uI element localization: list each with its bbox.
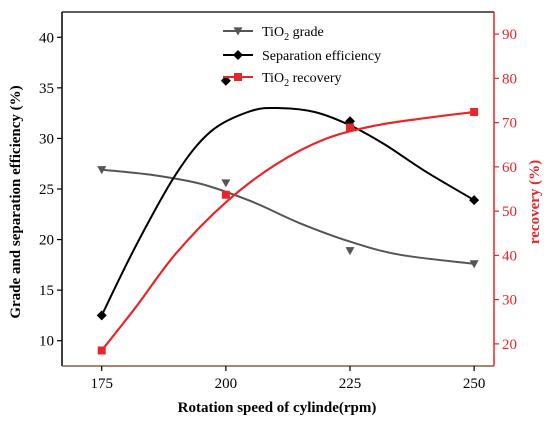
separation-efficiency-data-point <box>96 310 107 321</box>
legend-grade-marker <box>233 27 243 36</box>
legend-separation-efficiency-label: Separation efficiency <box>262 49 381 64</box>
recovery-data-point <box>97 346 106 355</box>
x-tick-label: 175 <box>90 376 113 392</box>
left-tick-label: 15 <box>39 283 54 299</box>
left-tick-label: 30 <box>39 131 54 147</box>
legend-grade-label: TiO2 grade <box>262 25 324 43</box>
right-axis-title: recovery (%) <box>527 160 543 244</box>
x-tick-label: 225 <box>339 376 362 392</box>
recovery-data-point <box>470 108 479 117</box>
grade-data-point <box>221 179 231 188</box>
left-axis-title: Grade and separation efficiency (%) <box>8 85 24 318</box>
legend-separation-efficiency-marker <box>233 50 243 60</box>
grade-data-point <box>469 260 479 269</box>
right-tick-label: 70 <box>502 116 517 132</box>
right-tick-label: 80 <box>502 71 517 87</box>
separation-efficiency-fit-curve <box>100 106 475 316</box>
right-tick-label: 90 <box>502 27 517 43</box>
grade-data-point <box>97 166 107 175</box>
left-tick-label: 10 <box>39 334 54 350</box>
grade-data-point <box>345 247 355 256</box>
x-tick-label: 250 <box>463 376 486 392</box>
recovery-fit-curve <box>100 110 475 352</box>
legend-recovery-label: TiO2 recovery <box>262 71 342 89</box>
left-tick-label: 20 <box>39 233 54 249</box>
x-axis-title: Rotation speed of cylinde(rpm) <box>178 400 377 416</box>
right-tick-label: 50 <box>502 204 517 220</box>
separation-efficiency-data-point <box>220 75 231 86</box>
right-tick-label: 20 <box>502 337 517 353</box>
x-tick-label: 200 <box>215 376 238 392</box>
right-tick-label: 40 <box>502 248 517 264</box>
grade-fit-curve <box>101 168 475 265</box>
recovery-data-point <box>221 190 230 199</box>
right-tick-label: 30 <box>502 293 517 309</box>
right-tick-label: 60 <box>502 160 517 176</box>
separation-efficiency-data-point <box>469 195 480 206</box>
left-tick-label: 40 <box>39 30 54 46</box>
left-tick-label: 35 <box>39 81 54 97</box>
left-tick-label: 25 <box>39 182 54 198</box>
legend-recovery-marker <box>234 73 242 81</box>
recovery-data-point <box>346 123 354 132</box>
